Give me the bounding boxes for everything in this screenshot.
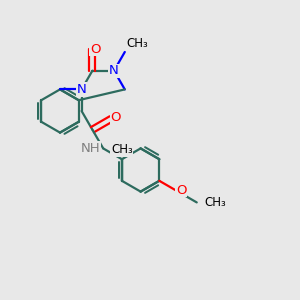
Text: NH: NH bbox=[81, 142, 100, 155]
Text: CH₃: CH₃ bbox=[204, 196, 226, 209]
Text: N: N bbox=[77, 83, 86, 96]
Text: N: N bbox=[109, 64, 119, 77]
Text: CH₃: CH₃ bbox=[111, 143, 133, 156]
Text: O: O bbox=[176, 184, 186, 196]
Text: CH₃: CH₃ bbox=[126, 38, 148, 50]
Text: O: O bbox=[110, 111, 121, 124]
Text: O: O bbox=[90, 43, 101, 56]
